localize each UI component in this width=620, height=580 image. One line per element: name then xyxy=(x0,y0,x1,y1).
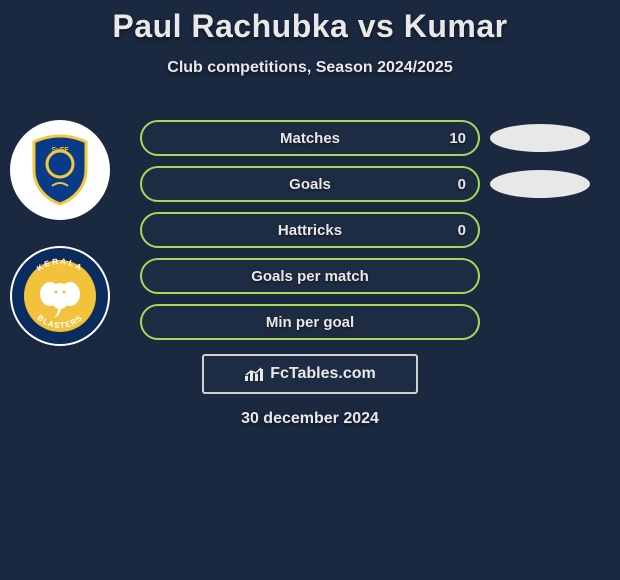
ellipse-placeholder xyxy=(490,170,590,198)
crest-kerala: KERALA BLASTERS xyxy=(10,246,110,346)
stat-row-goals: Goals 0 xyxy=(140,166,480,202)
stat-label: Hattricks xyxy=(278,222,342,239)
ellipse-placeholder xyxy=(490,124,590,152)
stat-label: Min per goal xyxy=(266,314,354,331)
brand-text: FcTables.com xyxy=(270,365,376,383)
stats-column: Matches 10 Goals 0 Hattricks 0 Goals per… xyxy=(140,120,480,350)
stat-label: Goals per match xyxy=(251,268,369,285)
shield-icon: SvFF xyxy=(20,130,100,210)
stat-row-goals-per-match: Goals per match xyxy=(140,258,480,294)
stat-row-min-per-goal: Min per goal xyxy=(140,304,480,340)
page-root: Paul Rachubka vs Kumar Club competitions… xyxy=(0,0,620,77)
brand-label: FcTables.com xyxy=(244,365,376,383)
bar-chart-icon xyxy=(244,366,266,382)
crest-column: SvFF KERALA BLASTERS xyxy=(10,120,120,372)
page-title: Paul Rachubka vs Kumar xyxy=(0,8,620,45)
stat-value: 10 xyxy=(449,130,466,147)
stat-label: Matches xyxy=(280,130,340,147)
right-ellipse-column xyxy=(490,120,600,216)
brand-box[interactable]: FcTables.com xyxy=(202,354,418,394)
elephant-crest-icon: KERALA BLASTERS xyxy=(10,246,110,346)
stat-label: Goals xyxy=(289,176,331,193)
stat-value: 0 xyxy=(458,222,466,239)
crest-sweden: SvFF xyxy=(10,120,110,220)
stat-value: 0 xyxy=(458,176,466,193)
date-label: 30 december 2024 xyxy=(0,410,620,428)
page-subtitle: Club competitions, Season 2024/2025 xyxy=(0,59,620,77)
svg-text:SvFF: SvFF xyxy=(51,147,69,154)
stat-row-matches: Matches 10 xyxy=(140,120,480,156)
stat-row-hattricks: Hattricks 0 xyxy=(140,212,480,248)
